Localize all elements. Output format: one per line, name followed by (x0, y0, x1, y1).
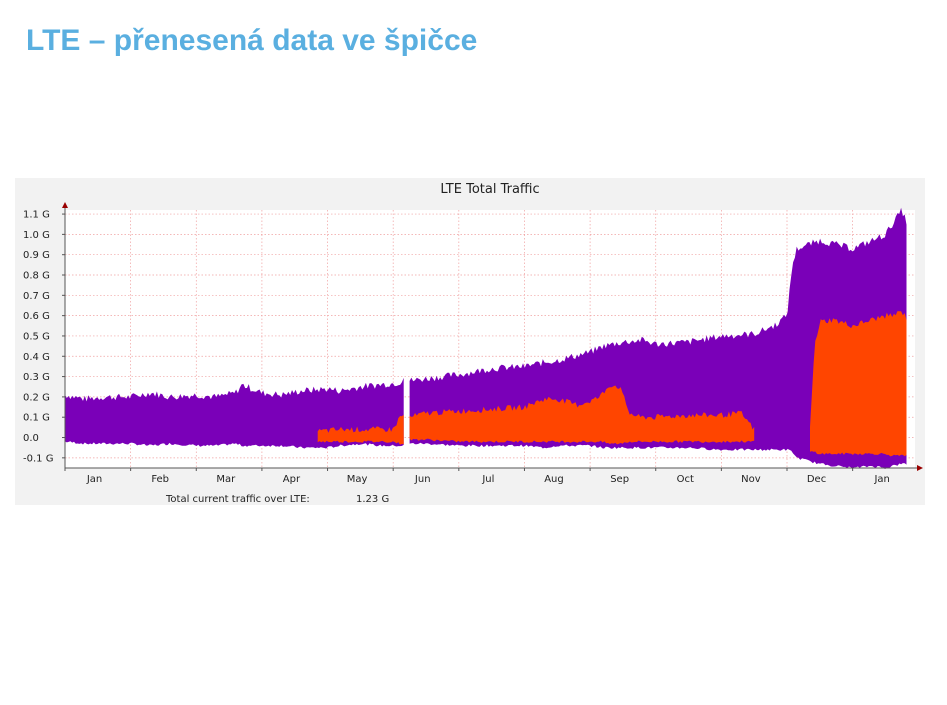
footer-label: Total current traffic over LTE: (165, 494, 310, 505)
x-tick-label: Feb (151, 474, 169, 485)
chart-panel: 1.1 G 1.0 G 0.9 G 0.8 G 0.7 G 0.6 G 0.5 G 0.4 G… (15, 178, 925, 505)
y-tick-label: 0.1 G (23, 413, 50, 424)
lte-traffic-chart: 1.1 G 1.0 G 0.9 G 0.8 G 0.7 G 0.6 G 0.5 G 0.4 G… (23, 182, 923, 505)
series (65, 207, 907, 470)
x-tick-label: Jun (414, 474, 431, 485)
slide-title: LTE – přenesená data ve špičce (26, 24, 478, 57)
axes: 1.1 G 1.0 G 0.9 G 0.8 G 0.7 G 0.6 G 0.5 G 0.4 G… (23, 202, 923, 485)
series-secondary-area (810, 311, 907, 457)
x-tick-label: Dec (807, 474, 826, 485)
x-tick-label: Oct (677, 474, 694, 485)
y-tick-label: 0.2 G (23, 392, 50, 403)
y-tick-label: 0.6 G (23, 311, 50, 322)
footer-value: 1.23 G (356, 494, 389, 505)
x-tick-label: Aug (544, 474, 564, 485)
y-tick-label: 0.0 (23, 433, 39, 444)
y-tick-label: 0.9 G (23, 250, 50, 261)
x-tick-label: Jul (481, 474, 494, 485)
x-tick-label: Jan (86, 474, 102, 485)
y-tick-label: 0.4 G (23, 352, 50, 363)
x-tick-label: Jan (873, 474, 889, 485)
series-secondary-area (409, 385, 755, 445)
y-tick-label: 0.5 G (23, 331, 50, 342)
x-tick-label: Sep (610, 474, 629, 485)
y-tick-label: 0.7 G (23, 291, 50, 302)
y-tick-label: 0.3 G (23, 372, 50, 383)
series-secondary-area (317, 414, 404, 445)
y-axis-arrow-icon (62, 202, 68, 208)
x-tick-label: Mar (216, 474, 236, 485)
x-axis-arrow-icon (917, 465, 923, 471)
y-tick-label: -0.1 G (23, 453, 53, 464)
y-tick-label: 0.8 G (23, 271, 50, 282)
x-tick-label: May (347, 474, 368, 485)
x-tick-label: Apr (283, 474, 301, 485)
y-tick-label: 1.0 G (23, 230, 50, 241)
y-tick-label: 1.1 G (23, 210, 50, 221)
chart-title: LTE Total Traffic (440, 182, 539, 197)
x-tick-label: Nov (741, 474, 761, 485)
series-total-area (409, 207, 907, 470)
